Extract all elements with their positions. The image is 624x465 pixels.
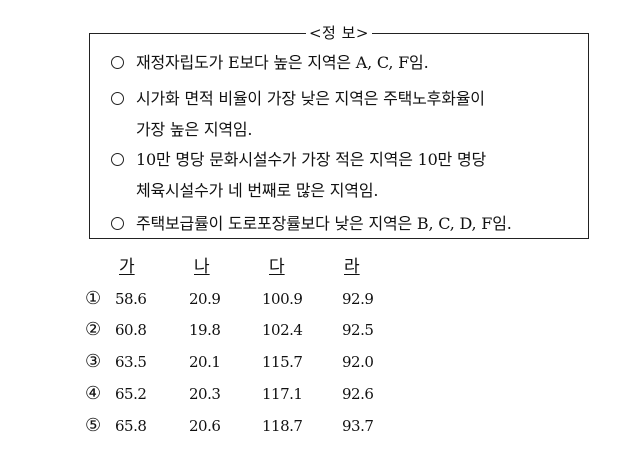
option-3-ga: 63.5 — [115, 353, 147, 371]
option-1-ra: 92.9 — [342, 290, 374, 308]
info-item-1: 재정자립도가 E보다 높은 지역은 A, C, F임. — [111, 53, 429, 73]
info-item-2: 시가화 면적 비율이 가장 낮은 지역은 주택노후화율이 — [111, 89, 485, 109]
option-1-number[interactable]: ① — [85, 288, 102, 309]
info-item-3-continuation: 체육시설수가 네 번째로 많은 지역임. — [136, 181, 379, 200]
info-item-3: 10만 명당 문화시설수가 가장 적은 지역은 10만 명당 — [111, 150, 486, 170]
option-2-da: 102.4 — [262, 321, 303, 339]
option-4-da: 117.1 — [262, 385, 303, 403]
info-title: <정 보> — [90, 23, 588, 43]
option-4-number[interactable]: ④ — [85, 383, 102, 404]
option-5-na: 20.6 — [189, 417, 221, 435]
option-4-ga: 65.2 — [115, 385, 147, 403]
option-1-ga: 58.6 — [115, 290, 147, 308]
option-3-ra: 92.0 — [342, 353, 374, 371]
option-3-na: 20.1 — [189, 353, 221, 371]
column-header-na: 나 — [194, 257, 210, 277]
option-1-na: 20.9 — [189, 290, 221, 308]
option-3-number[interactable]: ③ — [85, 351, 102, 372]
column-header-da: 다 — [269, 257, 285, 277]
option-5-da: 118.7 — [262, 417, 303, 435]
option-5-number[interactable]: ⑤ — [85, 415, 102, 436]
option-4-na: 20.3 — [189, 385, 221, 403]
bullet-circle-icon — [111, 56, 124, 69]
column-header-ga: 가 — [119, 257, 135, 277]
column-header-ra: 라 — [344, 257, 360, 277]
option-2-na: 19.8 — [189, 321, 221, 339]
bullet-circle-icon — [111, 217, 124, 230]
bullet-circle-icon — [111, 92, 124, 105]
option-4-ra: 92.6 — [342, 385, 374, 403]
bullet-circle-icon — [111, 153, 124, 166]
option-3-da: 115.7 — [262, 353, 303, 371]
option-1-da: 100.9 — [262, 290, 303, 308]
info-item-4: 주택보급률이 도로포장률보다 낮은 지역은 B, C, D, F임. — [111, 214, 512, 234]
option-5-ra: 93.7 — [342, 417, 374, 435]
info-box: <정 보> — [89, 24, 589, 239]
option-2-ga: 60.8 — [115, 321, 147, 339]
info-item-2-continuation: 가장 높은 지역임. — [136, 120, 253, 139]
option-5-ga: 65.8 — [115, 417, 147, 435]
option-2-number[interactable]: ② — [85, 319, 102, 340]
option-2-ra: 92.5 — [342, 321, 374, 339]
